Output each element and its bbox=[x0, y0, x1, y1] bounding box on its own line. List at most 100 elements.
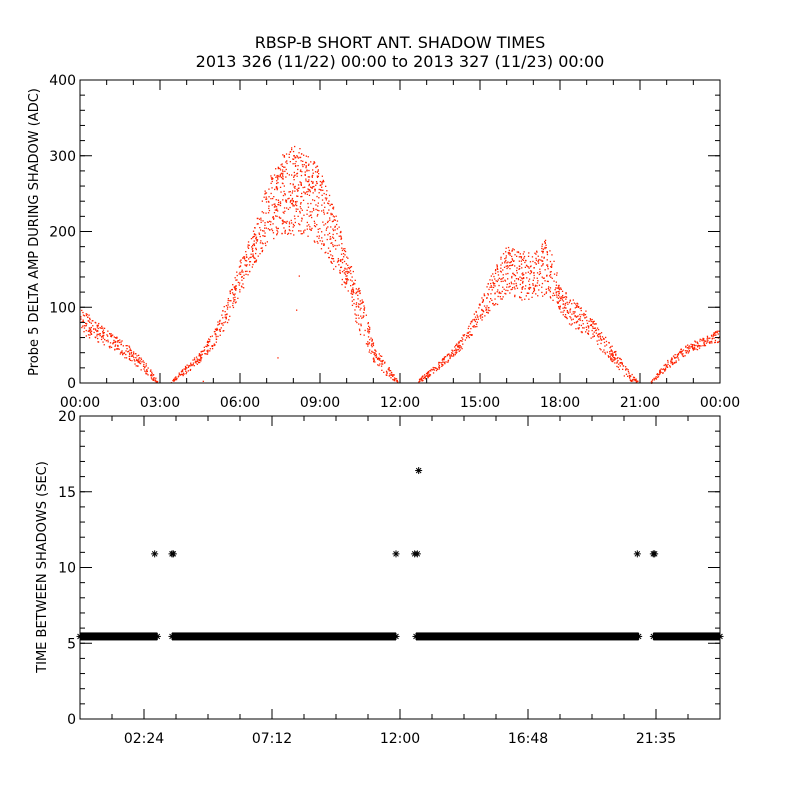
data-point bbox=[368, 329, 370, 331]
data-point bbox=[283, 190, 285, 193]
data-point bbox=[90, 333, 93, 335]
data-point bbox=[362, 315, 364, 317]
data-point bbox=[295, 210, 297, 212]
data-point bbox=[558, 290, 560, 293]
data-point bbox=[145, 363, 147, 365]
data-point bbox=[458, 350, 460, 352]
data-point bbox=[470, 334, 472, 336]
data-point bbox=[459, 345, 461, 347]
data-point bbox=[426, 375, 428, 377]
data-point bbox=[352, 287, 354, 289]
data-point bbox=[464, 339, 466, 341]
data-point bbox=[334, 244, 336, 247]
data-point bbox=[659, 373, 661, 375]
data-point bbox=[190, 364, 192, 366]
data-point bbox=[108, 346, 110, 348]
data-point bbox=[715, 331, 718, 333]
data-point bbox=[528, 298, 530, 300]
data-point bbox=[358, 306, 360, 308]
data-point bbox=[363, 312, 365, 314]
data-point bbox=[554, 294, 556, 296]
data-point bbox=[633, 550, 641, 558]
data-point bbox=[373, 352, 375, 354]
data-point bbox=[332, 206, 335, 208]
data-point bbox=[235, 285, 237, 287]
data-point bbox=[579, 318, 581, 320]
data-point bbox=[332, 208, 335, 210]
data-point bbox=[629, 379, 631, 381]
data-point bbox=[295, 202, 297, 204]
data-point bbox=[470, 321, 472, 323]
data-point bbox=[514, 265, 516, 267]
data-point bbox=[253, 240, 255, 242]
data-point bbox=[452, 350, 454, 352]
data-point bbox=[278, 216, 280, 218]
data-point bbox=[215, 341, 217, 343]
data-point bbox=[346, 268, 348, 270]
data-point bbox=[583, 312, 585, 315]
data-point bbox=[209, 336, 212, 338]
data-point bbox=[325, 199, 327, 201]
data-point bbox=[234, 293, 236, 295]
data-point bbox=[451, 352, 453, 354]
data-point bbox=[329, 238, 331, 240]
data-point bbox=[277, 175, 279, 178]
data-point bbox=[339, 259, 342, 261]
data-point bbox=[93, 328, 95, 330]
data-point bbox=[121, 351, 123, 354]
data-point bbox=[554, 289, 556, 291]
data-point bbox=[533, 267, 535, 269]
data-point bbox=[278, 204, 280, 206]
data-point bbox=[153, 632, 161, 640]
data-point bbox=[524, 298, 526, 300]
data-point bbox=[519, 265, 521, 267]
data-point bbox=[111, 335, 113, 337]
data-point bbox=[522, 259, 525, 261]
data-point bbox=[495, 280, 497, 282]
data-point bbox=[490, 293, 492, 295]
data-point bbox=[253, 233, 256, 235]
data-point bbox=[330, 238, 332, 240]
data-point bbox=[334, 225, 336, 227]
data-point bbox=[291, 197, 294, 200]
data-point bbox=[676, 356, 679, 358]
data-point bbox=[541, 282, 544, 285]
data-point bbox=[181, 369, 184, 371]
data-point bbox=[699, 340, 701, 342]
data-point bbox=[455, 343, 458, 345]
data-point bbox=[355, 317, 357, 319]
data-point bbox=[308, 176, 311, 178]
data-point bbox=[439, 366, 441, 368]
data-point bbox=[311, 175, 313, 177]
data-point bbox=[443, 358, 445, 360]
data-point bbox=[538, 284, 541, 286]
data-point bbox=[527, 271, 529, 273]
data-point bbox=[453, 355, 455, 357]
data-point bbox=[584, 314, 587, 316]
data-point bbox=[474, 316, 477, 318]
data-point bbox=[550, 271, 552, 273]
data-point bbox=[239, 271, 241, 274]
amplitude-points bbox=[80, 145, 721, 384]
data-point bbox=[525, 260, 527, 262]
data-point bbox=[249, 261, 251, 263]
data-point bbox=[447, 360, 449, 362]
data-point bbox=[352, 284, 354, 286]
data-point bbox=[532, 283, 534, 285]
data-point bbox=[288, 174, 290, 176]
data-point bbox=[129, 348, 131, 350]
data-point bbox=[255, 234, 257, 236]
data-point bbox=[593, 335, 595, 337]
data-point bbox=[368, 325, 370, 327]
data-point bbox=[621, 363, 623, 365]
data-point bbox=[543, 277, 545, 279]
data-point bbox=[369, 349, 371, 351]
data-point bbox=[541, 247, 543, 250]
data-point bbox=[241, 286, 243, 288]
data-point bbox=[355, 303, 357, 306]
data-point bbox=[85, 322, 87, 324]
data-point bbox=[718, 330, 720, 332]
data-point bbox=[252, 230, 255, 232]
data-point bbox=[286, 172, 288, 175]
data-point bbox=[559, 308, 561, 310]
